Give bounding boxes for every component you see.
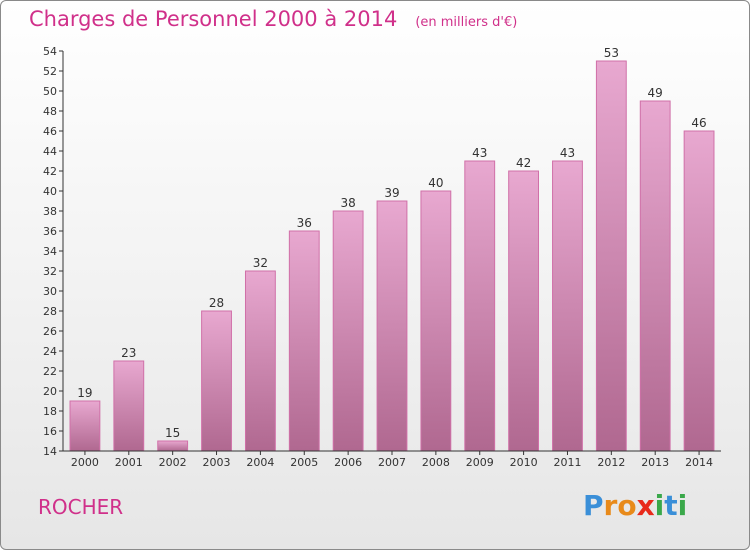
bar-value-label: 42 bbox=[516, 156, 531, 170]
y-tick-label: 40 bbox=[43, 185, 57, 198]
logo-letter: i bbox=[677, 489, 688, 522]
y-tick-label: 16 bbox=[43, 425, 57, 438]
bar-value-label: 46 bbox=[691, 116, 706, 130]
bar-value-label: 23 bbox=[121, 346, 136, 360]
bar-value-label: 43 bbox=[560, 146, 575, 160]
y-tick-label: 48 bbox=[43, 105, 57, 118]
y-tick-label: 22 bbox=[43, 365, 57, 378]
bar-value-label: 38 bbox=[340, 196, 355, 210]
bar-value-label: 43 bbox=[472, 146, 487, 160]
bar-2009 bbox=[464, 160, 496, 452]
x-tick-label: 2004 bbox=[246, 456, 274, 469]
bar-2005 bbox=[288, 230, 320, 452]
bar-2003 bbox=[201, 310, 232, 452]
x-tick-label: 2000 bbox=[71, 456, 99, 469]
y-tick-label: 28 bbox=[43, 305, 57, 318]
bar-2011 bbox=[552, 160, 583, 452]
bar-2014 bbox=[683, 130, 715, 452]
logo-letter: t bbox=[664, 489, 678, 522]
bar-value-label: 19 bbox=[77, 386, 92, 400]
y-tick-label: 26 bbox=[43, 325, 57, 338]
bar-value-label: 28 bbox=[209, 296, 224, 310]
y-tick-label: 18 bbox=[43, 405, 57, 418]
x-tick-label: 2007 bbox=[378, 456, 406, 469]
x-tick-label: 2006 bbox=[334, 456, 362, 469]
commune-name: ROCHER bbox=[38, 495, 124, 519]
y-tick-label: 50 bbox=[43, 85, 57, 98]
logo-letter: o bbox=[617, 489, 637, 522]
x-tick-label: 2005 bbox=[290, 456, 318, 469]
logo-letter: P bbox=[583, 489, 604, 522]
chart-title-row: Charges de Personnel 2000 à 2014 (en mill… bbox=[29, 7, 517, 31]
x-tick-label: 2003 bbox=[203, 456, 231, 469]
y-tick-label: 34 bbox=[43, 245, 57, 258]
logo-letter: i bbox=[654, 489, 665, 522]
y-tick-label: 32 bbox=[43, 265, 57, 278]
x-tick-label: 2012 bbox=[597, 456, 625, 469]
y-tick-label: 42 bbox=[43, 165, 57, 178]
y-tick-label: 46 bbox=[43, 125, 57, 138]
bar-2006 bbox=[332, 210, 364, 452]
bar-value-label: 36 bbox=[297, 216, 312, 230]
y-tick-label: 52 bbox=[43, 65, 57, 78]
bar-2013 bbox=[639, 100, 671, 452]
bar-2002 bbox=[157, 440, 189, 452]
chart-title: Charges de Personnel 2000 à 2014 bbox=[29, 7, 398, 31]
bar-value-label: 15 bbox=[165, 426, 180, 440]
bar-2007 bbox=[376, 200, 408, 452]
bar-2000 bbox=[69, 400, 101, 452]
y-tick-label: 38 bbox=[43, 205, 57, 218]
bar-2004 bbox=[244, 270, 276, 452]
bar-value-label: 53 bbox=[604, 46, 619, 60]
proxiti-logo: Proxiti bbox=[583, 489, 687, 522]
x-tick-label: 2002 bbox=[159, 456, 187, 469]
y-tick-label: 20 bbox=[43, 385, 57, 398]
bar-2001 bbox=[113, 360, 145, 452]
bar-value-label: 39 bbox=[384, 186, 399, 200]
bar-value-label: 40 bbox=[428, 176, 443, 190]
y-tick-label: 36 bbox=[43, 225, 57, 238]
x-tick-label: 2011 bbox=[553, 456, 581, 469]
bar-2008 bbox=[420, 190, 452, 452]
axes-group: 14 16 18 20 22 24 26 28 30 32 34 36 38 40 42 44 46 48 50 52… bbox=[43, 45, 721, 469]
x-tick-label: 2014 bbox=[685, 456, 713, 469]
bar-value-label: 32 bbox=[253, 256, 268, 270]
logo-letter: r bbox=[603, 489, 618, 522]
y-tick-label: 54 bbox=[43, 45, 57, 58]
x-tick-label: 2008 bbox=[422, 456, 450, 469]
chart-subtitle: (en milliers d'€) bbox=[415, 15, 518, 30]
bar-2010 bbox=[508, 170, 540, 452]
bars-group: 19 23 15 28 32 36 38 39 40 43 42 43 53 49 46 bbox=[69, 46, 715, 452]
y-tick-label: 30 bbox=[43, 285, 57, 298]
x-tick-label: 2013 bbox=[641, 456, 669, 469]
bar-value-label: 49 bbox=[648, 86, 663, 100]
x-tick-label: 2001 bbox=[115, 456, 143, 469]
y-tick-label: 24 bbox=[43, 345, 57, 358]
x-tick-label: 2009 bbox=[466, 456, 494, 469]
x-tick-label: 2010 bbox=[510, 456, 538, 469]
logo-letter: x bbox=[636, 489, 655, 522]
bar-2012 bbox=[595, 60, 627, 452]
y-tick-label: 44 bbox=[43, 145, 57, 158]
y-tick-label: 14 bbox=[43, 445, 57, 458]
